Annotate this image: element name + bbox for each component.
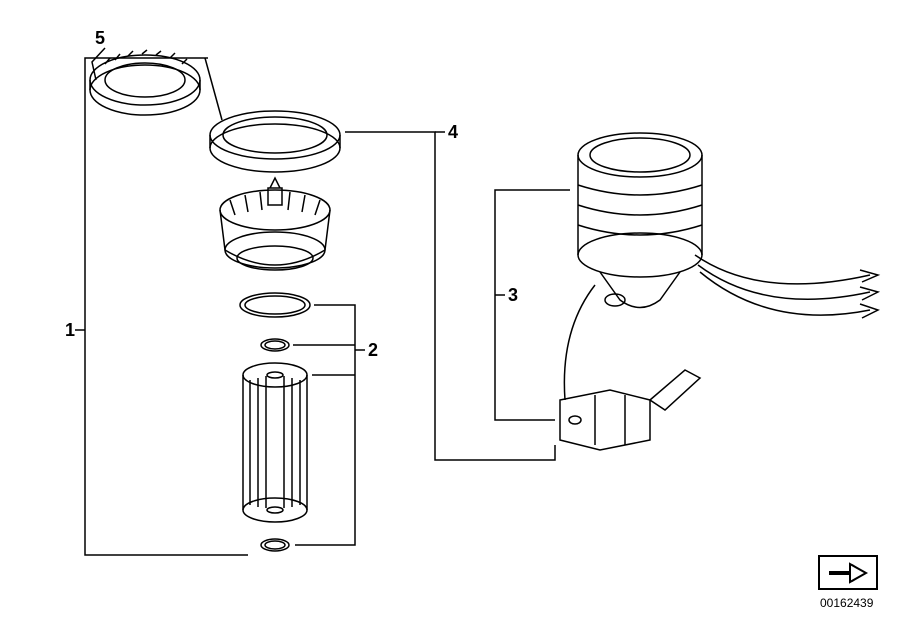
part-oring-small-bottom	[261, 539, 289, 551]
exploded-diagram	[0, 0, 900, 636]
nav-next-box[interactable]	[818, 555, 878, 590]
callout-4: 4	[448, 122, 458, 143]
part-oring-large	[240, 293, 310, 317]
part-cap	[220, 178, 330, 270]
leader-1-top	[205, 58, 222, 120]
callout-2: 2	[368, 340, 378, 361]
part-bracket	[560, 370, 700, 450]
part-4-ring	[210, 111, 340, 172]
callout-3: 3	[508, 285, 518, 306]
arrow-right-icon	[826, 562, 870, 584]
part-3-housing	[564, 133, 878, 400]
bracket-1	[75, 58, 248, 555]
part-2-filter	[243, 363, 307, 522]
bracket-4	[345, 132, 555, 460]
callout-5: 5	[95, 28, 105, 49]
bracket-3	[495, 190, 570, 420]
diagram-part-id: 00162439	[820, 596, 873, 610]
part-5-ring	[90, 50, 200, 115]
bracket-2	[293, 305, 365, 545]
part-oring-small-top	[261, 339, 289, 351]
callout-1: 1	[65, 320, 75, 341]
